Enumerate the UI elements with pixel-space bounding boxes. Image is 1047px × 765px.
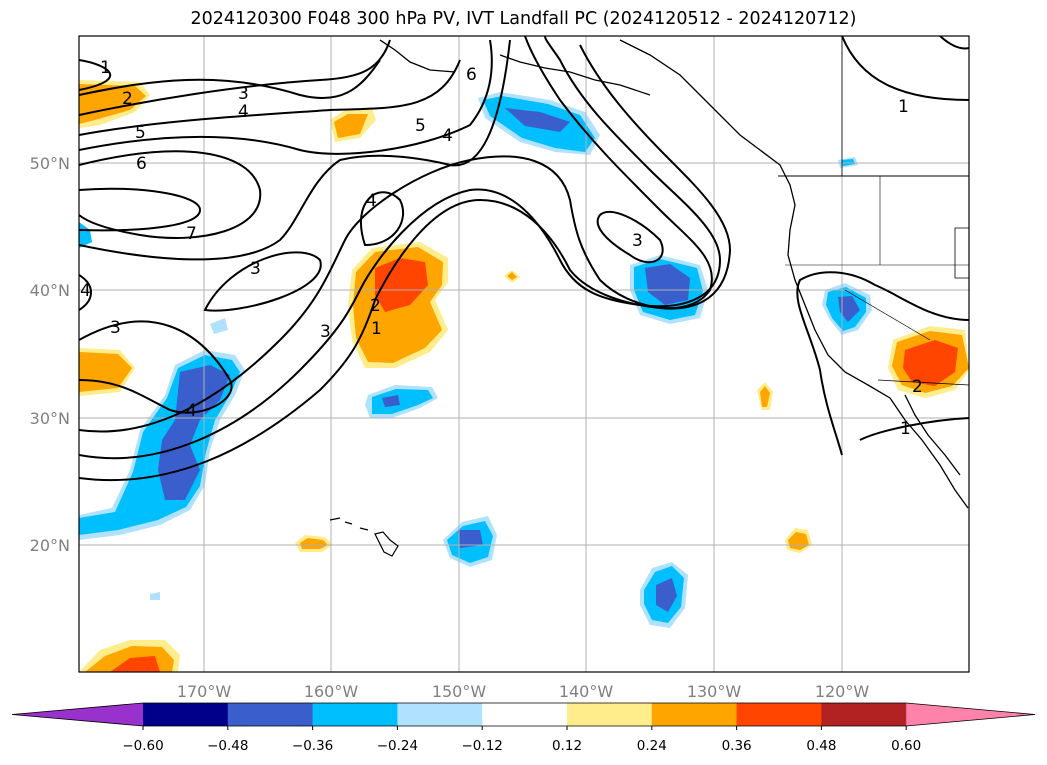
contour-label: 5 <box>135 123 146 143</box>
colorbar-segment <box>143 703 229 726</box>
lat-label: 20°N <box>30 536 70 555</box>
contour-label: 2 <box>912 377 923 397</box>
contour-label: 6 <box>466 65 477 85</box>
contour-label: 4 <box>186 401 197 421</box>
colorbar-segment <box>312 703 398 726</box>
contour-label: 7 <box>186 224 197 244</box>
colorbar-tick-label: 0.12 <box>552 738 582 754</box>
lon-label: 120°W <box>815 682 870 701</box>
latitude-labels: 50°N 40°N 30°N 20°N <box>30 154 70 555</box>
lon-label: 160°W <box>304 682 359 701</box>
contour-label: 1 <box>900 419 911 439</box>
contour-label: 1 <box>898 97 909 117</box>
colorbar-segment <box>227 703 314 726</box>
colorbar-extend-min <box>12 703 143 726</box>
lon-label: 150°W <box>432 682 487 701</box>
colorbar-segment <box>821 703 907 726</box>
lon-label: 140°W <box>559 682 614 701</box>
colorbar-tick-label: −0.36 <box>292 738 333 754</box>
graticule <box>79 36 969 672</box>
pv-contours <box>79 36 969 482</box>
lon-label: 130°W <box>687 682 742 701</box>
colorbar-segment <box>482 703 568 726</box>
colorbar-tick-label: 0.36 <box>722 738 752 754</box>
lon-label: 170°W <box>177 682 232 701</box>
longitude-labels: 170°W 160°W 150°W 140°W 130°W 120°W <box>177 682 870 701</box>
colorbar-tick-label: 0.48 <box>806 738 836 754</box>
colorbar-segment <box>651 703 738 726</box>
map-title: 2024120300 F048 300 hPa PV, IVT Landfall… <box>190 9 857 29</box>
contour-label: 4 <box>238 102 249 122</box>
contour-label: 1 <box>100 58 111 78</box>
map-plot-area: 1 2 3 4 5 6 7 6 4 3 4 5 4 3 3 2 1 3 4 1 … <box>79 36 969 672</box>
contour-label: 3 <box>320 322 331 342</box>
map-frame <box>78 35 970 673</box>
contour-label: 4 <box>80 281 91 301</box>
contour-label: 3 <box>238 84 249 104</box>
colorbar: −0.60 −0.48 −0.36 −0.24 −0.12 0.12 0.24 0.36 0.4… <box>11 702 1036 754</box>
contour-labels: 1 2 3 4 5 6 7 6 4 3 4 5 4 3 3 2 1 3 4 1 … <box>80 58 923 439</box>
contour-label: 4 <box>366 191 377 211</box>
lat-label: 50°N <box>30 154 70 173</box>
contour-label: 2 <box>370 296 381 316</box>
lat-label: 30°N <box>30 409 70 428</box>
contour-label: 3 <box>110 318 121 338</box>
contour-label: 1 <box>371 319 382 339</box>
colorbar-tick-label: −0.12 <box>462 738 503 754</box>
colorbar-tick-label: −0.24 <box>377 738 418 754</box>
colorbar-tick-label: 0.60 <box>891 738 921 754</box>
colorbar-segment <box>397 703 483 726</box>
contour-label: 4 <box>442 126 453 146</box>
colorbar-tick-label: 0.24 <box>637 738 667 754</box>
colorbar-extend-max <box>906 703 1035 726</box>
baja-peninsula <box>904 394 961 476</box>
north-america-coast <box>619 39 969 509</box>
colorbar-segment <box>567 703 653 726</box>
contour-california <box>841 36 969 101</box>
coastlines <box>329 36 969 557</box>
contour-label: 5 <box>415 116 426 136</box>
contour-label: 2 <box>122 89 133 109</box>
hawaii-islands <box>329 517 399 557</box>
colorbar-tick-label: −0.60 <box>122 738 163 754</box>
colorbar-tick-label: −0.48 <box>207 738 248 754</box>
contour-label: 3 <box>250 259 261 279</box>
contour-label: 3 <box>632 231 643 251</box>
contour-label: 6 <box>136 154 147 174</box>
colorbar-segment <box>736 703 822 726</box>
pc-anomaly-fill <box>79 80 969 672</box>
lat-label: 40°N <box>30 281 70 300</box>
